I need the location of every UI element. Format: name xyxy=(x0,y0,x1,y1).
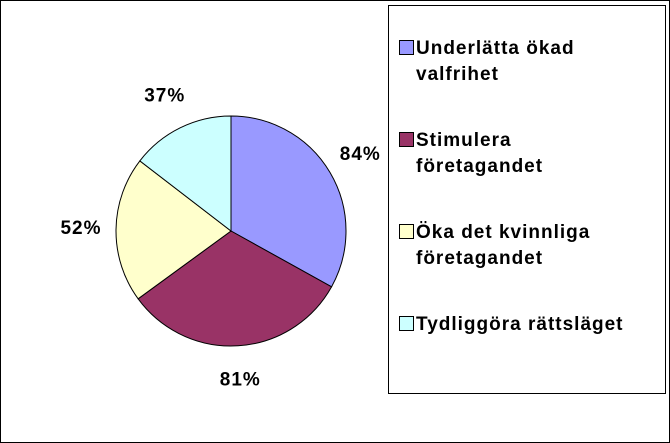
data-label: 37% xyxy=(144,85,185,106)
pie-slice xyxy=(139,115,232,233)
legend-swatch xyxy=(399,132,414,147)
legend-entry: Öka det kvinnliga företagandet xyxy=(399,220,659,272)
legend-label: Öka det kvinnliga företagandet xyxy=(416,222,591,269)
legend-entry: Stimulera företagandet xyxy=(399,128,659,180)
legend-label: Tydliggöra rättsläget xyxy=(416,314,624,335)
pie-slice xyxy=(230,115,347,288)
legend-swatch xyxy=(399,224,414,239)
legend-entry: Underlätta ökad valfrihet xyxy=(399,36,659,88)
legend-label: Underlätta ökad valfrihet xyxy=(416,38,575,85)
pie-slice xyxy=(115,160,232,300)
legend-label: Stimulera företagandet xyxy=(416,130,544,177)
data-label: 84% xyxy=(340,144,381,165)
legend-entry: Tydliggöra rättsläget xyxy=(399,312,659,338)
legend-swatch xyxy=(399,40,414,55)
legend-swatch xyxy=(399,316,414,331)
pie-slice xyxy=(137,230,333,347)
data-label: 52% xyxy=(60,218,101,239)
data-label: 81% xyxy=(220,370,261,391)
legend: Underlätta ökad valfrihet Stimulera föret… xyxy=(388,5,666,394)
